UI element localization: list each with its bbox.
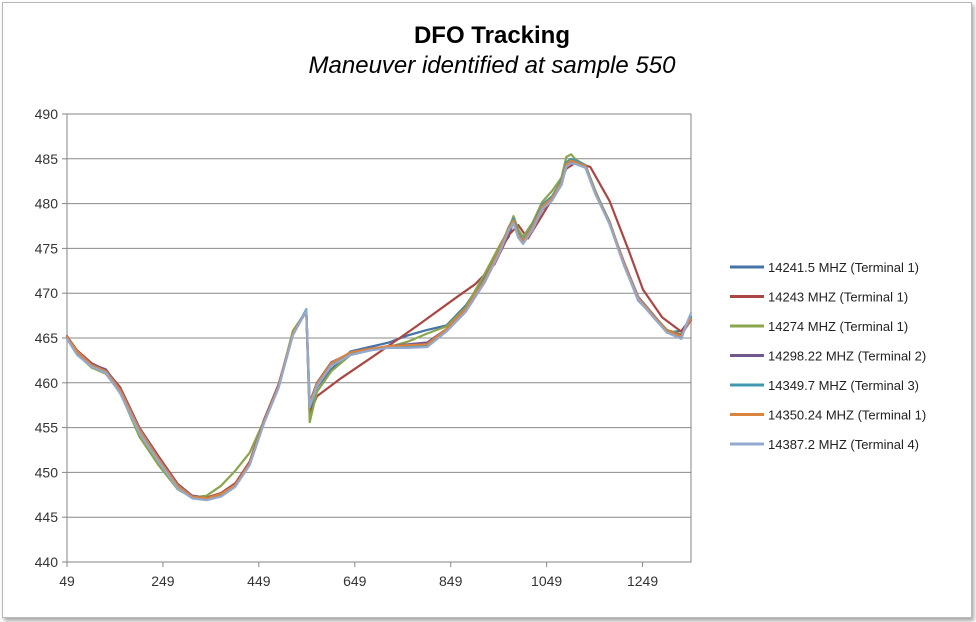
series-line-2 [65,161,693,499]
y-tick-label: 490 [35,106,59,122]
x-axis: 49 249 449 649 849 1049 1249 [59,562,658,589]
y-tick-label: 450 [35,464,59,480]
y-tick-label: 455 [35,420,59,436]
x-tick-label: 449 [247,573,271,589]
title-block: DFO Tracking Maneuver identified at samp… [0,22,976,80]
x-tick-label: 249 [151,573,175,589]
legend-label: 14298.22 MHZ (Terminal 2) [768,349,926,364]
x-tick-label: 849 [439,573,463,589]
series-line-6 [65,159,693,500]
y-tick-label: 460 [35,375,59,391]
y-axis: 490 485 480 475 470 465 460 455 450 445 440 [35,106,67,570]
series-lines [65,153,693,502]
y-tick-label: 445 [35,509,59,525]
y-tick-label: 440 [35,554,59,570]
legend-label: 14350.24 MHZ (Terminal 1) [768,408,926,423]
series-line-7 [65,162,693,502]
legend: 14241.5 MHZ (Terminal 1) 14243 MHZ (Termi… [730,260,926,452]
y-tick-label: 465 [35,330,59,346]
legend-label: 14241.5 MHZ (Terminal 1) [768,260,919,275]
x-tick-label: 49 [59,573,75,589]
legend-label: 14274 MHZ (Terminal 1) [768,319,908,334]
y-tick-label: 470 [35,285,59,301]
legend-label: 14387.2 MHZ (Terminal 4) [768,437,919,452]
series-line-1 [65,159,693,501]
x-tick-label: 1249 [627,573,658,589]
x-tick-label: 649 [343,573,367,589]
series-line-3 [65,153,693,499]
y-tick-label: 485 [35,151,59,167]
y-tick-label: 480 [35,196,59,212]
y-tick-label: 475 [35,240,59,256]
legend-label: 14349.7 MHZ (Terminal 3) [768,378,919,393]
x-tick-label: 1049 [531,573,562,589]
legend-label: 14243 MHZ (Terminal 1) [768,290,908,305]
series-line-5 [65,157,693,501]
chart-subtitle: Maneuver identified at sample 550 [308,52,676,79]
series-line-4 [65,160,693,500]
chart-title: DFO Tracking [413,22,571,49]
